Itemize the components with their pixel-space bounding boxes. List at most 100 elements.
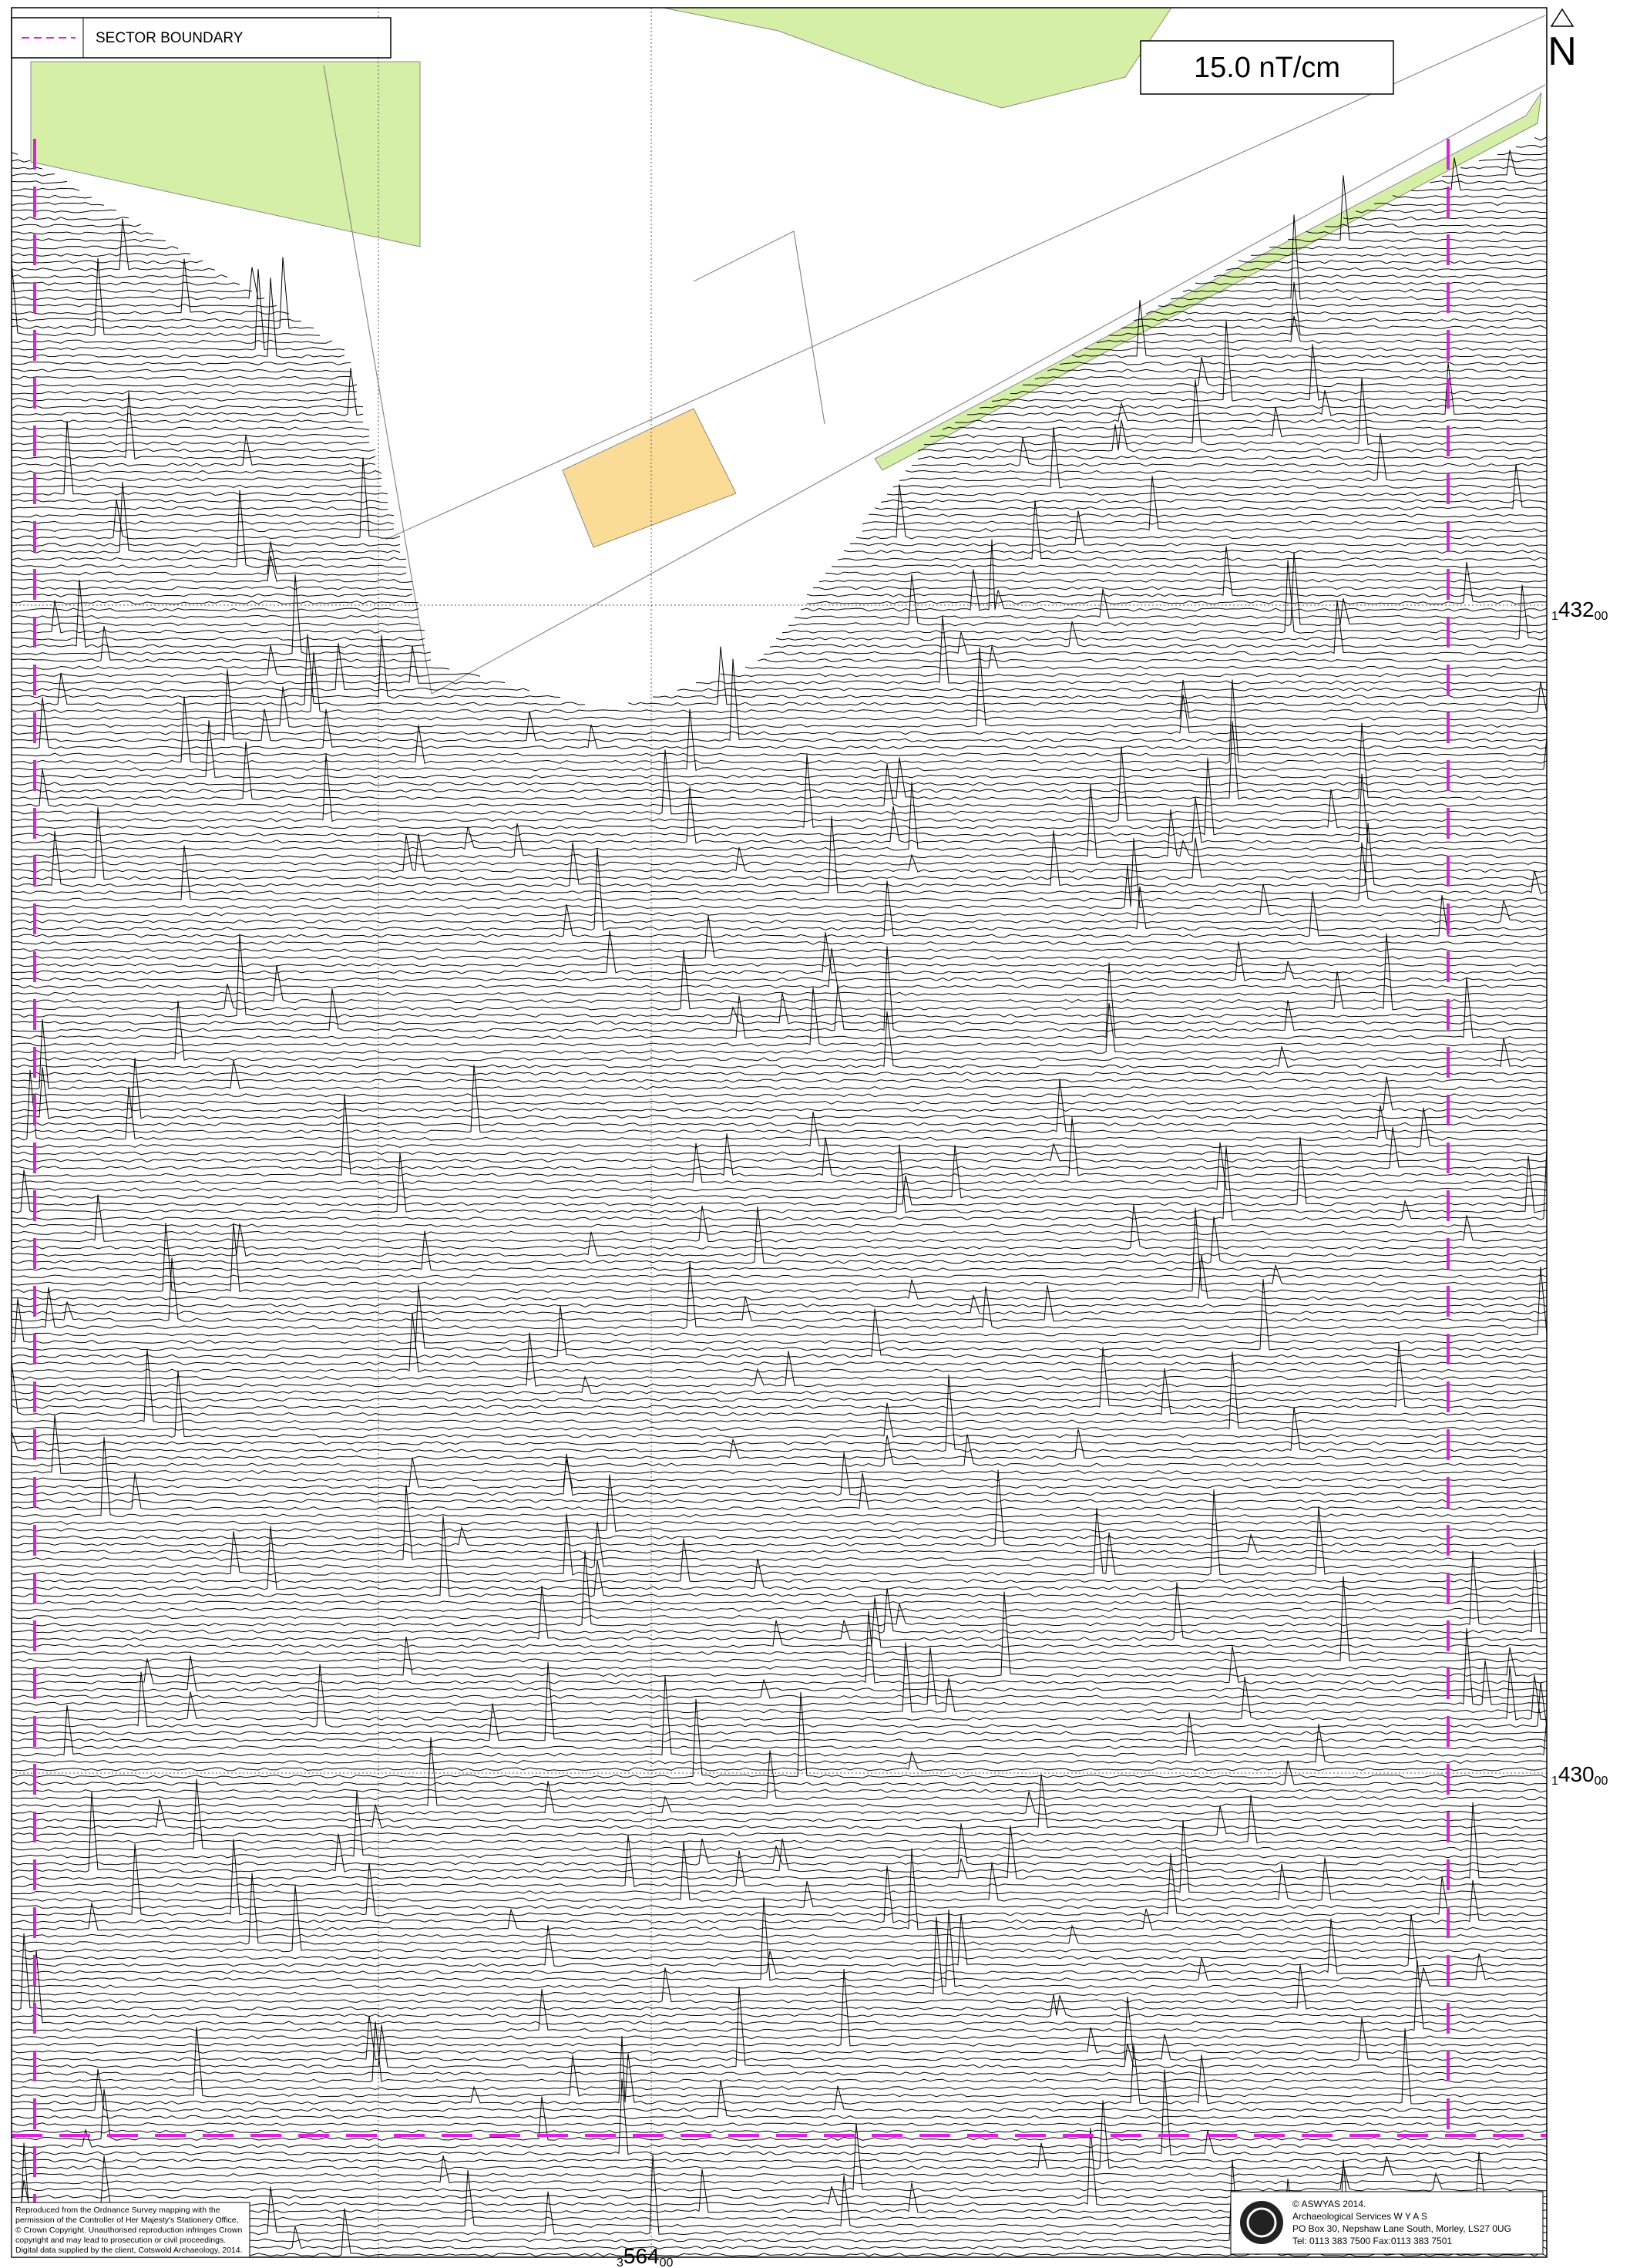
copyright-line: permission of the Controller of Her Maje… <box>15 2216 239 2225</box>
trace <box>12 316 1547 344</box>
trace <box>12 1836 1547 1887</box>
base-map <box>12 8 1547 2257</box>
grid-label-part: 1 <box>1551 610 1558 623</box>
trace <box>1516 146 1547 148</box>
trace <box>12 934 1547 1017</box>
trace <box>12 1987 1547 2068</box>
trace <box>12 1608 1547 1611</box>
grid-label-part: 00 <box>1595 610 1608 623</box>
trace <box>12 362 1547 365</box>
trace <box>12 1145 1547 1213</box>
trace <box>1534 137 1547 140</box>
trace <box>12 807 1547 880</box>
building <box>563 409 736 547</box>
trace <box>12 318 1547 321</box>
trace <box>12 1223 1547 1256</box>
trace <box>12 2123 1547 2126</box>
plot-frame <box>12 8 1547 2257</box>
north-label: N <box>1548 29 1577 74</box>
trace <box>12 470 1547 473</box>
trace <box>12 378 1547 445</box>
trace <box>12 1127 1547 1169</box>
trace <box>12 1489 1547 1575</box>
trace <box>12 1662 1547 1742</box>
trace <box>12 585 1547 641</box>
trace <box>12 1478 1547 1481</box>
trace <box>12 2036 1547 2039</box>
trace <box>12 574 1547 654</box>
grid-label: 143200 <box>1551 597 1608 623</box>
trace <box>12 1452 1547 1496</box>
trace <box>12 1376 1547 1379</box>
grid-label-part: 432 <box>1558 597 1595 621</box>
trace <box>12 965 1547 1003</box>
trace <box>12 1652 1547 1655</box>
trace <box>12 648 1547 728</box>
trace <box>12 1597 1547 1648</box>
grid-label: 143000 <box>1551 1762 1608 1788</box>
trace <box>12 261 1547 264</box>
trace-plot <box>8 137 1547 2256</box>
grid-label-part: 564 <box>623 2244 660 2268</box>
scale: 15.0 nT/cm <box>1141 41 1393 94</box>
trace <box>12 560 1547 633</box>
trace <box>12 1306 1547 1358</box>
trace <box>12 1750 1547 1799</box>
company-line: Archaeological Services W Y A S <box>1292 2211 1427 2222</box>
trace <box>12 269 1547 351</box>
trace <box>12 1521 1547 1524</box>
trace <box>12 1142 1547 1191</box>
trace <box>12 1789 1547 1792</box>
trace <box>12 1304 1547 1307</box>
trace <box>12 1224 1547 1227</box>
trace <box>12 562 1547 604</box>
trace <box>12 1933 1547 2010</box>
trace <box>12 275 1547 278</box>
legend-label: SECTOR BOUNDARY <box>96 30 244 46</box>
trace <box>12 992 1547 995</box>
trace <box>12 1676 1547 1756</box>
trace <box>12 1950 1547 2024</box>
trace <box>8 258 1547 336</box>
trace <box>12 1997 1547 2061</box>
trace <box>12 1065 1547 1133</box>
trace <box>12 1143 1547 1184</box>
trace <box>12 1934 1547 1937</box>
green-area <box>663 8 1171 108</box>
trace <box>12 540 1547 612</box>
trace <box>12 626 1547 662</box>
trace <box>12 1208 1547 1293</box>
trace <box>12 1666 1547 1669</box>
trace <box>12 1791 1547 1858</box>
copyright: Reproduced from the Ordnance Survey mapp… <box>12 2202 250 2257</box>
trace <box>12 1019 1547 1089</box>
trace <box>12 278 1547 358</box>
trace <box>12 643 1547 691</box>
trace <box>12 369 1547 372</box>
trace <box>12 645 1547 677</box>
trace <box>12 1601 1547 1604</box>
trace <box>12 457 1547 539</box>
company-line: Tel: 0113 383 7500 Fax:0113 383 7501 <box>1292 2236 1452 2246</box>
trace <box>12 1916 1547 1995</box>
trace <box>12 1079 1547 1082</box>
trace <box>12 407 1547 438</box>
trace <box>12 941 1547 944</box>
trace <box>12 1398 1547 1402</box>
trace <box>12 634 1547 705</box>
scale-label: 15.0 nT/cm <box>1194 52 1340 84</box>
trace <box>12 421 1547 496</box>
trace <box>12 823 1547 887</box>
trace <box>12 1731 1547 1735</box>
trace <box>12 587 1547 590</box>
trace <box>12 1994 1547 2017</box>
trace <box>12 321 1547 401</box>
trace <box>12 1279 1547 1351</box>
trace <box>12 290 1547 293</box>
trace <box>12 1101 1547 1104</box>
grid-label-part: 00 <box>1595 1775 1608 1788</box>
trace <box>12 834 1547 873</box>
trace <box>12 1442 1547 1445</box>
trace <box>12 1003 1547 1053</box>
trace <box>12 1152 1547 1155</box>
